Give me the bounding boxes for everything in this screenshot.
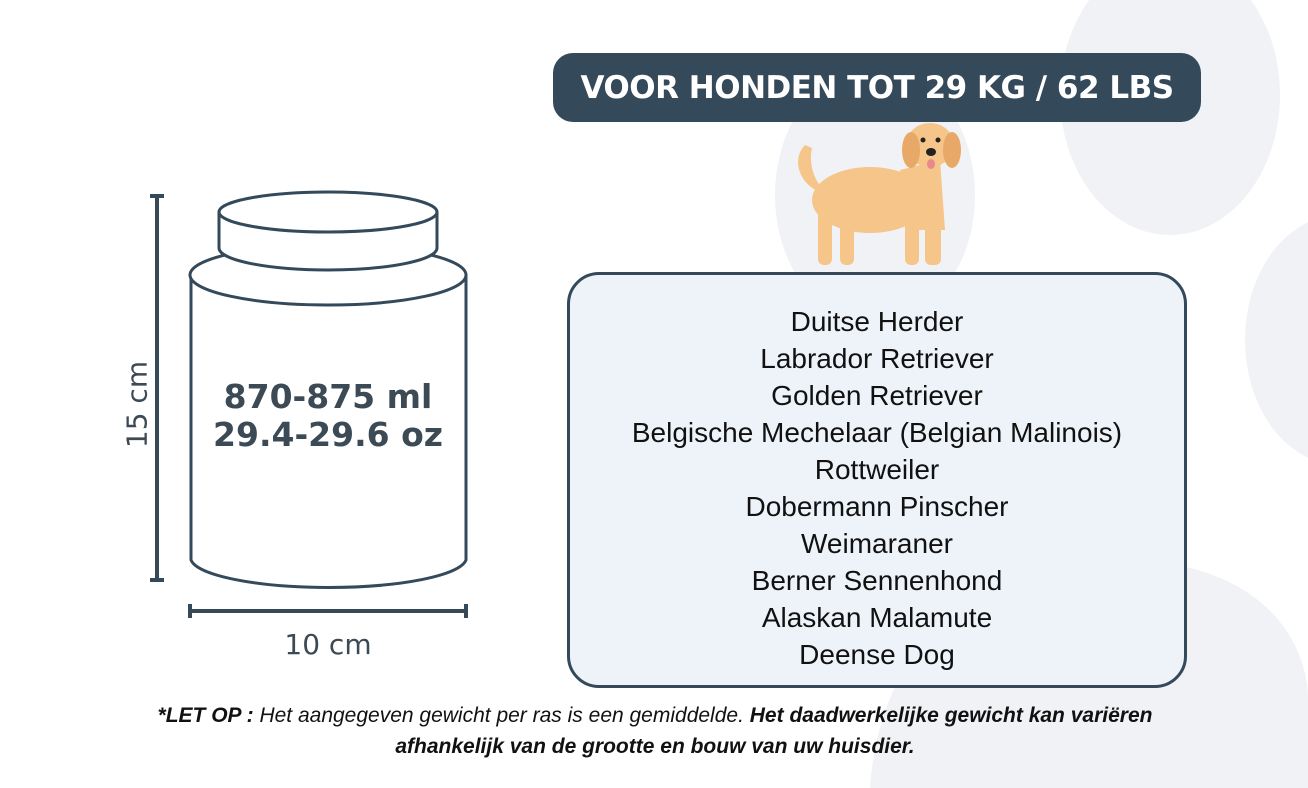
breed-item: Rottweiler [814, 454, 940, 485]
breed-list-box: Duitse Herder Labrador Retriever Golden … [567, 272, 1187, 688]
breed-item: Berner Sennenhond [751, 565, 1003, 596]
breed-item: Golden Retriever [771, 380, 983, 411]
breed-item: Weimaraner [801, 528, 953, 559]
breed-item: Labrador Retriever [760, 343, 994, 374]
volume-ml: 870-875 ml [223, 377, 433, 416]
breed-item: Belgische Mechelaar (Belgian Malinois) [631, 417, 1123, 448]
weight-title-banner: VOOR HONDEN TOT 29 KG / 62 LBS [553, 53, 1201, 122]
breed-item: Alaskan Malamute [761, 602, 993, 633]
breed-list: Duitse Herder Labrador Retriever Golden … [570, 275, 1184, 673]
breed-item: Dobermann Pinscher [745, 491, 1009, 522]
breed-item: Duitse Herder [790, 306, 964, 337]
jar-outline [150, 190, 468, 618]
disclaimer-note: *LET OP : Het aangegeven gewicht per ras… [150, 700, 1160, 762]
breed-item: Deense Dog [799, 639, 955, 670]
note-text: Het aangegeven gewicht per ras is een ge… [253, 704, 750, 727]
jar-width-label: 10 cm [284, 628, 372, 661]
volume-oz: 29.4-29.6 oz [213, 415, 443, 454]
jar-height-label: 15 cm [120, 360, 154, 449]
note-prefix: *LET OP : [157, 704, 254, 727]
jar-volume: 870-875 ml 29.4-29.6 oz [190, 378, 466, 454]
note-suffix: Het daadwerkelijke gewicht kan variëren … [395, 704, 1153, 758]
